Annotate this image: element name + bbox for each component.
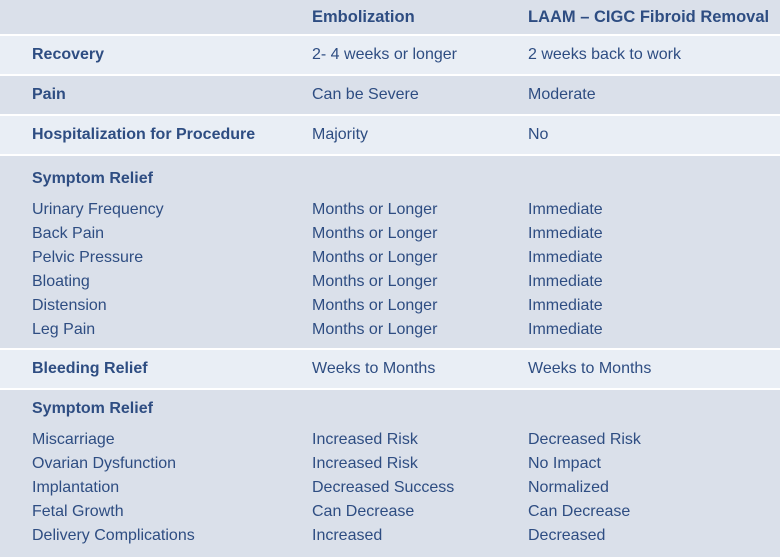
bleeding-relief-laam-value: Weeks to Months bbox=[528, 360, 652, 377]
cell-embolization: Months or Longer bbox=[312, 321, 438, 338]
cell-laam: Immediate bbox=[528, 201, 603, 218]
row-label: Delivery Complications bbox=[32, 527, 195, 544]
row-label: Urinary Frequency bbox=[32, 201, 164, 218]
table-row-back-pain: Back Pain Months or Longer Immediate bbox=[0, 222, 780, 246]
table-row-recovery: Recovery 2- 4 weeks or longer 2 weeks ba… bbox=[0, 36, 780, 74]
table-row-urinary-frequency: Urinary Frequency Months or Longer Immed… bbox=[0, 198, 780, 222]
recovery-embolization-value: 2- 4 weeks or longer bbox=[312, 46, 457, 63]
row-label: Back Pain bbox=[32, 225, 105, 242]
row-label: Implantation bbox=[32, 479, 120, 496]
cell-laam: Decreased Risk bbox=[528, 431, 641, 448]
table-header-row: Embolization LAAM – CIGC Fibroid Removal bbox=[0, 0, 780, 34]
cell-laam: Decreased bbox=[528, 527, 606, 544]
table-row-hospitalization: Hospitalization for Procedure Majority N… bbox=[0, 116, 780, 154]
table-row-distension: Distension Months or Longer Immediate bbox=[0, 294, 780, 318]
table-row-pain: Pain Can be Severe Moderate bbox=[0, 76, 780, 114]
table-row-implantation: Implantation Decreased Success Normalize… bbox=[0, 476, 780, 500]
table-row-bleeding-relief: Bleeding Relief Weeks to Months Weeks to… bbox=[0, 350, 780, 388]
table-row-bloating: Bloating Months or Longer Immediate bbox=[0, 270, 780, 294]
cell-laam: Normalized bbox=[528, 479, 609, 496]
cell-embolization: Months or Longer bbox=[312, 297, 438, 314]
cell-laam: Immediate bbox=[528, 297, 603, 314]
symptom-relief-2-title: Symptom Relief bbox=[32, 400, 153, 417]
pain-embolization-value: Can be Severe bbox=[312, 86, 419, 103]
cell-laam: Immediate bbox=[528, 249, 603, 266]
recovery-laam-value: 2 weeks back to work bbox=[528, 46, 681, 63]
cell-embolization: Increased bbox=[312, 527, 383, 544]
table-row-miscarriage: Miscarriage Increased Risk Decreased Ris… bbox=[0, 428, 780, 452]
cell-embolization: Months or Longer bbox=[312, 201, 438, 218]
bleeding-relief-label: Bleeding Relief bbox=[32, 360, 148, 377]
row-label: Ovarian Dysfunction bbox=[32, 455, 177, 472]
table-row-delivery-complications: Delivery Complications Increased Decreas… bbox=[0, 524, 780, 548]
table-row-leg-pain: Leg Pain Months or Longer Immediate bbox=[0, 318, 780, 342]
section-symptom-relief-1: Symptom Relief Urinary Frequency Months … bbox=[0, 156, 780, 348]
section-title-row: Symptom Relief bbox=[0, 396, 780, 422]
column-header-embolization: Embolization bbox=[312, 8, 415, 26]
table-row-pelvic-pressure: Pelvic Pressure Months or Longer Immedia… bbox=[0, 246, 780, 270]
pain-laam-value: Moderate bbox=[528, 86, 596, 103]
cell-laam: No Impact bbox=[528, 455, 601, 472]
row-label: Miscarriage bbox=[32, 431, 115, 448]
pain-label: Pain bbox=[32, 86, 66, 103]
bleeding-relief-embolization-value: Weeks to Months bbox=[312, 360, 436, 377]
cell-laam: Can Decrease bbox=[528, 503, 631, 520]
cell-laam: Immediate bbox=[528, 225, 603, 242]
cell-laam: Immediate bbox=[528, 321, 603, 338]
column-header-laam: LAAM – CIGC Fibroid Removal bbox=[528, 8, 770, 26]
cell-laam: Immediate bbox=[528, 273, 603, 290]
cell-embolization: Months or Longer bbox=[312, 249, 438, 266]
hospitalization-laam-value: No bbox=[528, 126, 549, 143]
row-label: Fetal Growth bbox=[32, 503, 124, 520]
cell-embolization: Increased Risk bbox=[312, 455, 418, 472]
cell-embolization: Increased Risk bbox=[312, 431, 418, 448]
symptom-relief-1-title: Symptom Relief bbox=[32, 170, 153, 187]
cell-embolization: Months or Longer bbox=[312, 225, 438, 242]
row-label: Bloating bbox=[32, 273, 90, 290]
table-row-ovarian-dysfunction: Ovarian Dysfunction Increased Risk No Im… bbox=[0, 452, 780, 476]
section-symptom-relief-2: Symptom Relief Miscarriage Increased Ris… bbox=[0, 390, 780, 557]
row-label: Leg Pain bbox=[32, 321, 96, 338]
hospitalization-label: Hospitalization for Procedure bbox=[32, 126, 256, 143]
hospitalization-embolization-value: Majority bbox=[312, 126, 369, 143]
row-label: Pelvic Pressure bbox=[32, 249, 144, 266]
table-row-fetal-growth: Fetal Growth Can Decrease Can Decrease bbox=[0, 500, 780, 524]
section-title-row: Symptom Relief bbox=[0, 166, 780, 192]
cell-embolization: Months or Longer bbox=[312, 273, 438, 290]
cell-embolization: Can Decrease bbox=[312, 503, 415, 520]
cell-embolization: Decreased Success bbox=[312, 479, 455, 496]
row-label: Distension bbox=[32, 297, 107, 314]
recovery-label: Recovery bbox=[32, 46, 105, 63]
